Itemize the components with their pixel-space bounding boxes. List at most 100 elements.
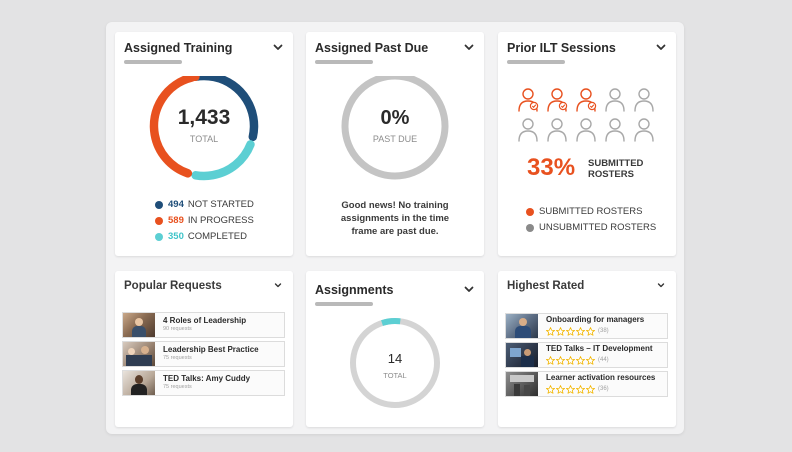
person-unsubmitted-icon: [605, 118, 625, 142]
rated-item[interactable]: TED Talks – IT Development (44): [505, 342, 668, 368]
assignments-card: Assignments 14 TOTAL: [306, 271, 484, 427]
assignments-value: 14: [388, 351, 402, 366]
request-count: 90 requests: [163, 326, 192, 333]
legend-completed: 350 COMPLETED: [155, 231, 247, 242]
star-icon: [556, 384, 565, 394]
legend-value: 494: [168, 199, 184, 210]
message-line: assignments in the time: [340, 213, 450, 224]
star-icon: [546, 326, 555, 336]
title-underline: [124, 60, 182, 64]
star-icon: [566, 355, 575, 365]
title-underline: [507, 60, 565, 64]
star-icon: [546, 355, 555, 365]
percent-label-line: ROSTERS: [588, 169, 634, 180]
legend-submitted: SUBMITTED ROSTERS: [526, 206, 642, 217]
course-thumbnail: [123, 313, 155, 337]
dashboard-panel: Assigned Training 1,433 TOTAL 494 NOT ST…: [106, 22, 684, 434]
rated-item[interactable]: Onboarding for managers (38): [505, 313, 668, 339]
star-icon: [556, 326, 565, 336]
message-line: Good news! No training: [341, 200, 449, 211]
roster-people-grid: [518, 88, 654, 142]
request-item[interactable]: 4 Roles of Leadership 90 requests: [122, 312, 285, 338]
title-underline: [315, 302, 373, 306]
rating-count: (38): [598, 328, 609, 335]
star-icon: [576, 355, 585, 365]
star-icon: [566, 384, 575, 394]
card-title: Highest Rated: [507, 280, 585, 292]
course-thumbnail: [506, 343, 538, 367]
request-item[interactable]: TED Talks: Amy Cuddy 75 requests: [122, 370, 285, 396]
past-due-ring: 0% PAST DUE: [341, 76, 449, 180]
request-count: 75 requests: [163, 355, 192, 362]
star-icon: [546, 384, 555, 394]
message-line: frame are past due.: [351, 226, 439, 237]
chevron-down-icon[interactable]: [462, 282, 476, 296]
chevron-down-icon[interactable]: [462, 40, 476, 54]
star-rating: (38): [546, 326, 644, 336]
chevron-down-icon[interactable]: [271, 278, 285, 292]
past-due-label: PAST DUE: [373, 134, 417, 144]
card-title: Assigned Past Due: [315, 41, 429, 55]
roster-percent-label: SUBMITTED ROSTERS: [588, 158, 643, 180]
past-due-value: 0%: [381, 107, 410, 129]
training-donut-chart: 1,433 TOTAL: [149, 76, 259, 181]
legend-unsubmitted: UNSUBMITTED ROSTERS: [526, 222, 656, 233]
person-unsubmitted-icon: [576, 118, 596, 142]
card-title: Assignments: [315, 283, 394, 297]
total-value: 1,433: [178, 106, 231, 129]
legend-not-started: 494 NOT STARTED: [155, 199, 254, 210]
title-underline: [315, 60, 373, 64]
legend-dot: [526, 223, 534, 232]
legend-dot: [155, 232, 163, 241]
star-icon: [576, 326, 585, 336]
request-item[interactable]: Leadership Best Practice 75 requests: [122, 341, 285, 367]
person-submitted-icon: [518, 88, 539, 112]
star-icon: [586, 384, 595, 394]
chevron-down-icon[interactable]: [271, 40, 285, 54]
highest-rated-card: Highest Rated Onboarding for managers (3…: [498, 271, 676, 427]
person-unsubmitted-icon: [634, 118, 654, 142]
ring-track: [341, 76, 449, 180]
course-thumbnail: [506, 372, 538, 396]
chevron-down-icon[interactable]: [654, 40, 668, 54]
assigned-past-due-card: Assigned Past Due 0% PAST DUE Good news!…: [306, 32, 484, 256]
star-icon: [576, 384, 585, 394]
ring-progress: [350, 318, 440, 408]
rating-count: (44): [598, 357, 609, 364]
past-due-message: Good news! No training assignments in th…: [306, 199, 484, 238]
legend-label: COMPLETED: [187, 231, 247, 242]
prior-ilt-sessions-card: Prior ILT Sessions 33% SUBMITTED ROSTERS…: [498, 32, 676, 256]
star-icon: [556, 355, 565, 365]
legend-value: 350: [168, 231, 184, 242]
person-submitted-icon: [547, 88, 568, 112]
legend-dot: [155, 216, 163, 225]
card-title: Popular Requests: [124, 280, 222, 292]
total-label: TOTAL: [190, 134, 218, 144]
card-title: Prior ILT Sessions: [507, 41, 616, 55]
request-title: TED Talks: Amy Cuddy: [163, 373, 251, 383]
popular-requests-card: Popular Requests 4 Roles of Leadership 9…: [115, 271, 293, 427]
legend-dot: [155, 200, 163, 209]
person-unsubmitted-icon: [547, 118, 567, 142]
legend-label: NOT STARTED: [187, 199, 254, 210]
rating-count: (36): [598, 386, 609, 393]
rated-item[interactable]: Learner activation resources (36): [505, 371, 668, 397]
course-thumbnail: [506, 314, 538, 338]
card-title: Assigned Training: [124, 41, 233, 55]
person-submitted-icon: [576, 88, 597, 112]
course-thumbnail: [123, 342, 155, 366]
legend-dot: [526, 207, 534, 216]
person-unsubmitted-icon: [634, 88, 654, 112]
star-icon: [586, 326, 595, 336]
arc-in-progress: [149, 76, 259, 181]
request-title: Leadership Best Practice: [163, 344, 259, 354]
chevron-down-icon[interactable]: [654, 278, 668, 292]
star-icon: [586, 355, 595, 365]
percent-label-line: SUBMITTED: [588, 158, 644, 169]
legend-label: IN PROGRESS: [187, 215, 254, 226]
star-rating: (36): [546, 384, 655, 394]
assignments-ring: 14 TOTAL: [350, 318, 440, 408]
star-rating: (44): [546, 355, 653, 365]
legend-label: UNSUBMITTED ROSTERS: [539, 222, 657, 233]
person-unsubmitted-icon: [518, 118, 538, 142]
